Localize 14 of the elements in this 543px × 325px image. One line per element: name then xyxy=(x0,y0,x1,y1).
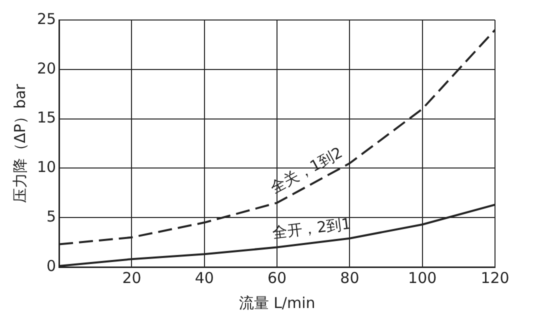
y-tick-label: 15 xyxy=(36,108,56,127)
y-tick-label: 5 xyxy=(46,207,56,226)
y-axis-title: 压力降（ΔP）bar xyxy=(10,83,29,204)
y-tick-label: 10 xyxy=(36,158,56,176)
x-tick-label: 100 xyxy=(408,268,437,287)
y-tick-label: 20 xyxy=(36,59,56,78)
y-tick-label: 0 xyxy=(46,256,56,275)
x-tick-label: 80 xyxy=(340,268,360,287)
y-tick-label: 25 xyxy=(36,10,56,28)
x-tick-label: 20 xyxy=(122,268,142,287)
x-tick-label: 60 xyxy=(267,268,287,287)
x-tick-label: 120 xyxy=(480,268,510,287)
x-axis-title: 流量 L/min xyxy=(238,294,316,312)
x-tick-label: 40 xyxy=(194,268,214,287)
